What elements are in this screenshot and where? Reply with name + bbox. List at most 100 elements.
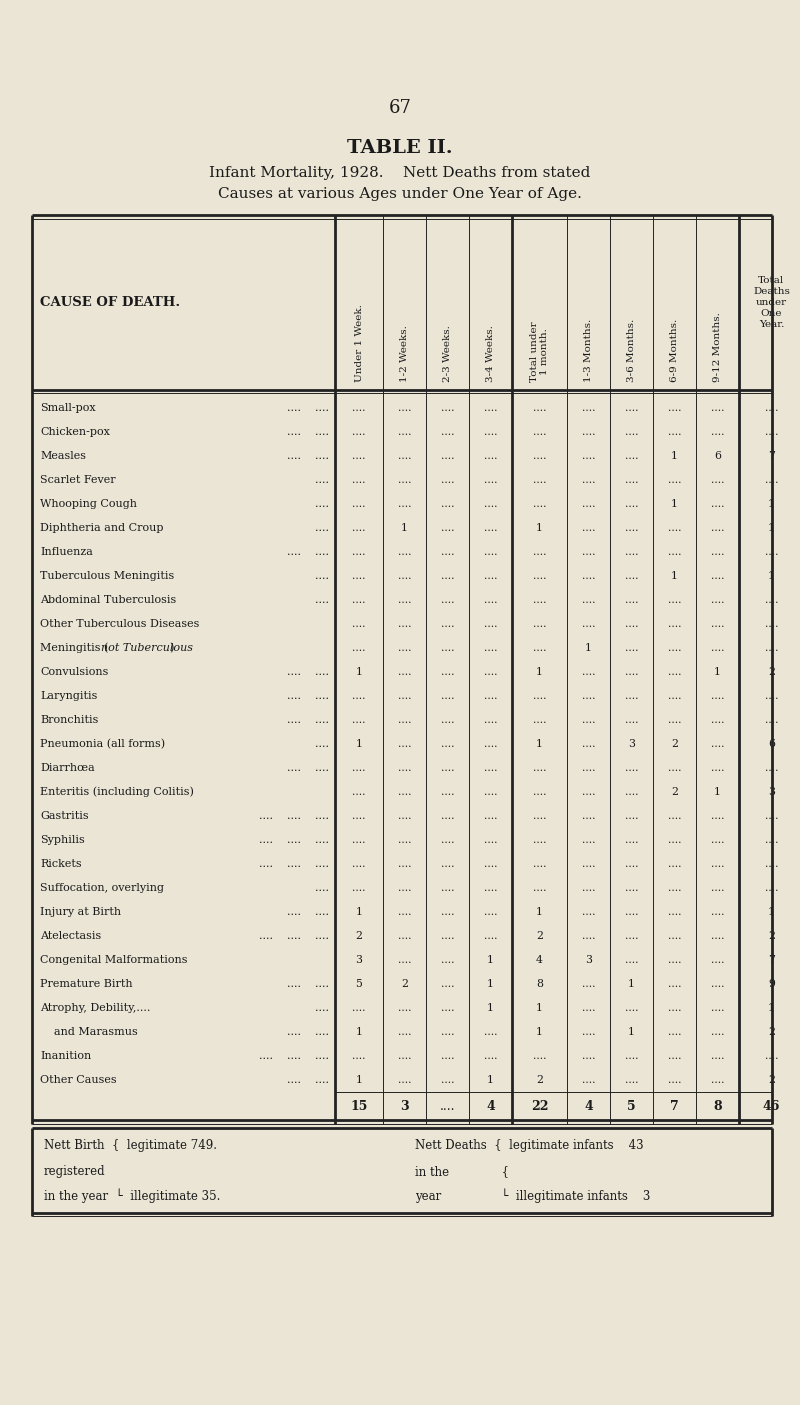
Text: ....: .... bbox=[765, 835, 778, 844]
Text: ....: .... bbox=[582, 787, 595, 797]
Text: ....: .... bbox=[484, 594, 498, 606]
Text: ....: .... bbox=[441, 403, 454, 413]
Text: Bronchitis: Bronchitis bbox=[40, 715, 98, 725]
Text: 8: 8 bbox=[536, 979, 543, 989]
Text: ....: .... bbox=[441, 763, 454, 773]
Text: ....: .... bbox=[668, 620, 682, 629]
Text: 22: 22 bbox=[530, 1100, 548, 1113]
Text: ....: .... bbox=[765, 691, 778, 701]
Text: in the              {: in the { bbox=[415, 1166, 509, 1179]
Text: ....: .... bbox=[484, 715, 498, 725]
Text: ....: .... bbox=[398, 955, 411, 965]
Text: 3-4 Weeks.: 3-4 Weeks. bbox=[486, 325, 495, 382]
Text: ....    ....: .... .... bbox=[287, 451, 329, 461]
Text: ....: .... bbox=[668, 763, 682, 773]
Text: ....: .... bbox=[765, 763, 778, 773]
Text: ....: .... bbox=[710, 691, 724, 701]
Text: ....    ....: .... .... bbox=[287, 1075, 329, 1085]
Text: ....: .... bbox=[765, 620, 778, 629]
Text: ....: .... bbox=[398, 570, 411, 582]
Text: ....: .... bbox=[533, 427, 546, 437]
Text: 6: 6 bbox=[714, 451, 721, 461]
Text: ....: .... bbox=[533, 835, 546, 844]
Text: ....: .... bbox=[352, 715, 366, 725]
Text: 1: 1 bbox=[628, 1027, 635, 1037]
Text: ....: .... bbox=[315, 499, 329, 509]
Text: ....: .... bbox=[352, 570, 366, 582]
Text: 1: 1 bbox=[536, 908, 543, 917]
Text: not Tuberculous: not Tuberculous bbox=[101, 643, 193, 653]
Text: Diphtheria and Croup: Diphtheria and Croup bbox=[40, 523, 163, 532]
Text: 2-3 Weeks.: 2-3 Weeks. bbox=[443, 325, 452, 382]
Text: ....: .... bbox=[625, 643, 638, 653]
Text: ....: .... bbox=[668, 523, 682, 532]
Text: ....: .... bbox=[484, 451, 498, 461]
Text: ....: .... bbox=[668, 882, 682, 894]
Text: 2: 2 bbox=[401, 979, 408, 989]
Text: ....: .... bbox=[352, 1003, 366, 1013]
Text: ....: .... bbox=[668, 594, 682, 606]
Text: ....: .... bbox=[441, 1051, 454, 1061]
Text: 1: 1 bbox=[768, 570, 775, 582]
Text: ....: .... bbox=[625, 620, 638, 629]
Text: ....: .... bbox=[352, 451, 366, 461]
Text: 15: 15 bbox=[350, 1100, 368, 1113]
Text: 1: 1 bbox=[628, 979, 635, 989]
Text: ....: .... bbox=[625, 547, 638, 556]
Text: ....: .... bbox=[484, 523, 498, 532]
Text: Influenza: Influenza bbox=[40, 547, 93, 556]
Text: ....: .... bbox=[398, 1003, 411, 1013]
Text: 1: 1 bbox=[487, 979, 494, 989]
Text: ....: .... bbox=[625, 427, 638, 437]
Text: ....: .... bbox=[484, 739, 498, 749]
Text: ....: .... bbox=[710, 908, 724, 917]
Text: ....: .... bbox=[582, 667, 595, 677]
Text: ....    ....: .... .... bbox=[287, 691, 329, 701]
Text: ....: .... bbox=[441, 835, 454, 844]
Text: ....: .... bbox=[710, 643, 724, 653]
Text: 1: 1 bbox=[487, 955, 494, 965]
Text: 1: 1 bbox=[536, 667, 543, 677]
Text: 8: 8 bbox=[713, 1100, 722, 1113]
Text: 4: 4 bbox=[536, 955, 543, 965]
Text: ....: .... bbox=[582, 403, 595, 413]
Text: ....: .... bbox=[441, 979, 454, 989]
Text: Congenital Malformations: Congenital Malformations bbox=[40, 955, 187, 965]
Text: ....: .... bbox=[765, 643, 778, 653]
Text: ....: .... bbox=[484, 882, 498, 894]
Text: ....: .... bbox=[582, 691, 595, 701]
Text: ....: .... bbox=[710, 1051, 724, 1061]
Text: 1-2 Weeks.: 1-2 Weeks. bbox=[400, 325, 409, 382]
Text: Pneumonia (all forms): Pneumonia (all forms) bbox=[40, 739, 165, 749]
Text: 1: 1 bbox=[355, 667, 362, 677]
Text: ....: .... bbox=[710, 955, 724, 965]
Text: ....: .... bbox=[398, 475, 411, 485]
Text: ....: .... bbox=[668, 547, 682, 556]
Text: ....: .... bbox=[352, 763, 366, 773]
Text: ....: .... bbox=[352, 523, 366, 532]
Text: ....: .... bbox=[352, 427, 366, 437]
Text: ....: .... bbox=[625, 835, 638, 844]
Text: Rickets: Rickets bbox=[40, 858, 82, 870]
Text: ....: .... bbox=[668, 1051, 682, 1061]
Text: Total under
1 month.: Total under 1 month. bbox=[530, 322, 550, 382]
Text: ....: .... bbox=[582, 594, 595, 606]
Text: ....: .... bbox=[765, 882, 778, 894]
Text: ....: .... bbox=[398, 643, 411, 653]
Text: ....: .... bbox=[398, 594, 411, 606]
Text: ....: .... bbox=[710, 1027, 724, 1037]
Text: ....: .... bbox=[441, 858, 454, 870]
Text: 1: 1 bbox=[536, 739, 543, 749]
Text: ....: .... bbox=[533, 403, 546, 413]
Text: ....: .... bbox=[668, 811, 682, 821]
Text: ....: .... bbox=[710, 475, 724, 485]
Text: ....: .... bbox=[765, 427, 778, 437]
Text: ....: .... bbox=[398, 715, 411, 725]
Text: 4: 4 bbox=[584, 1100, 593, 1113]
Text: 3: 3 bbox=[628, 739, 635, 749]
Text: 1: 1 bbox=[536, 523, 543, 532]
Text: ....: .... bbox=[398, 620, 411, 629]
Text: 1: 1 bbox=[768, 1003, 775, 1013]
Text: ....: .... bbox=[441, 1075, 454, 1085]
Text: ....: .... bbox=[441, 739, 454, 749]
